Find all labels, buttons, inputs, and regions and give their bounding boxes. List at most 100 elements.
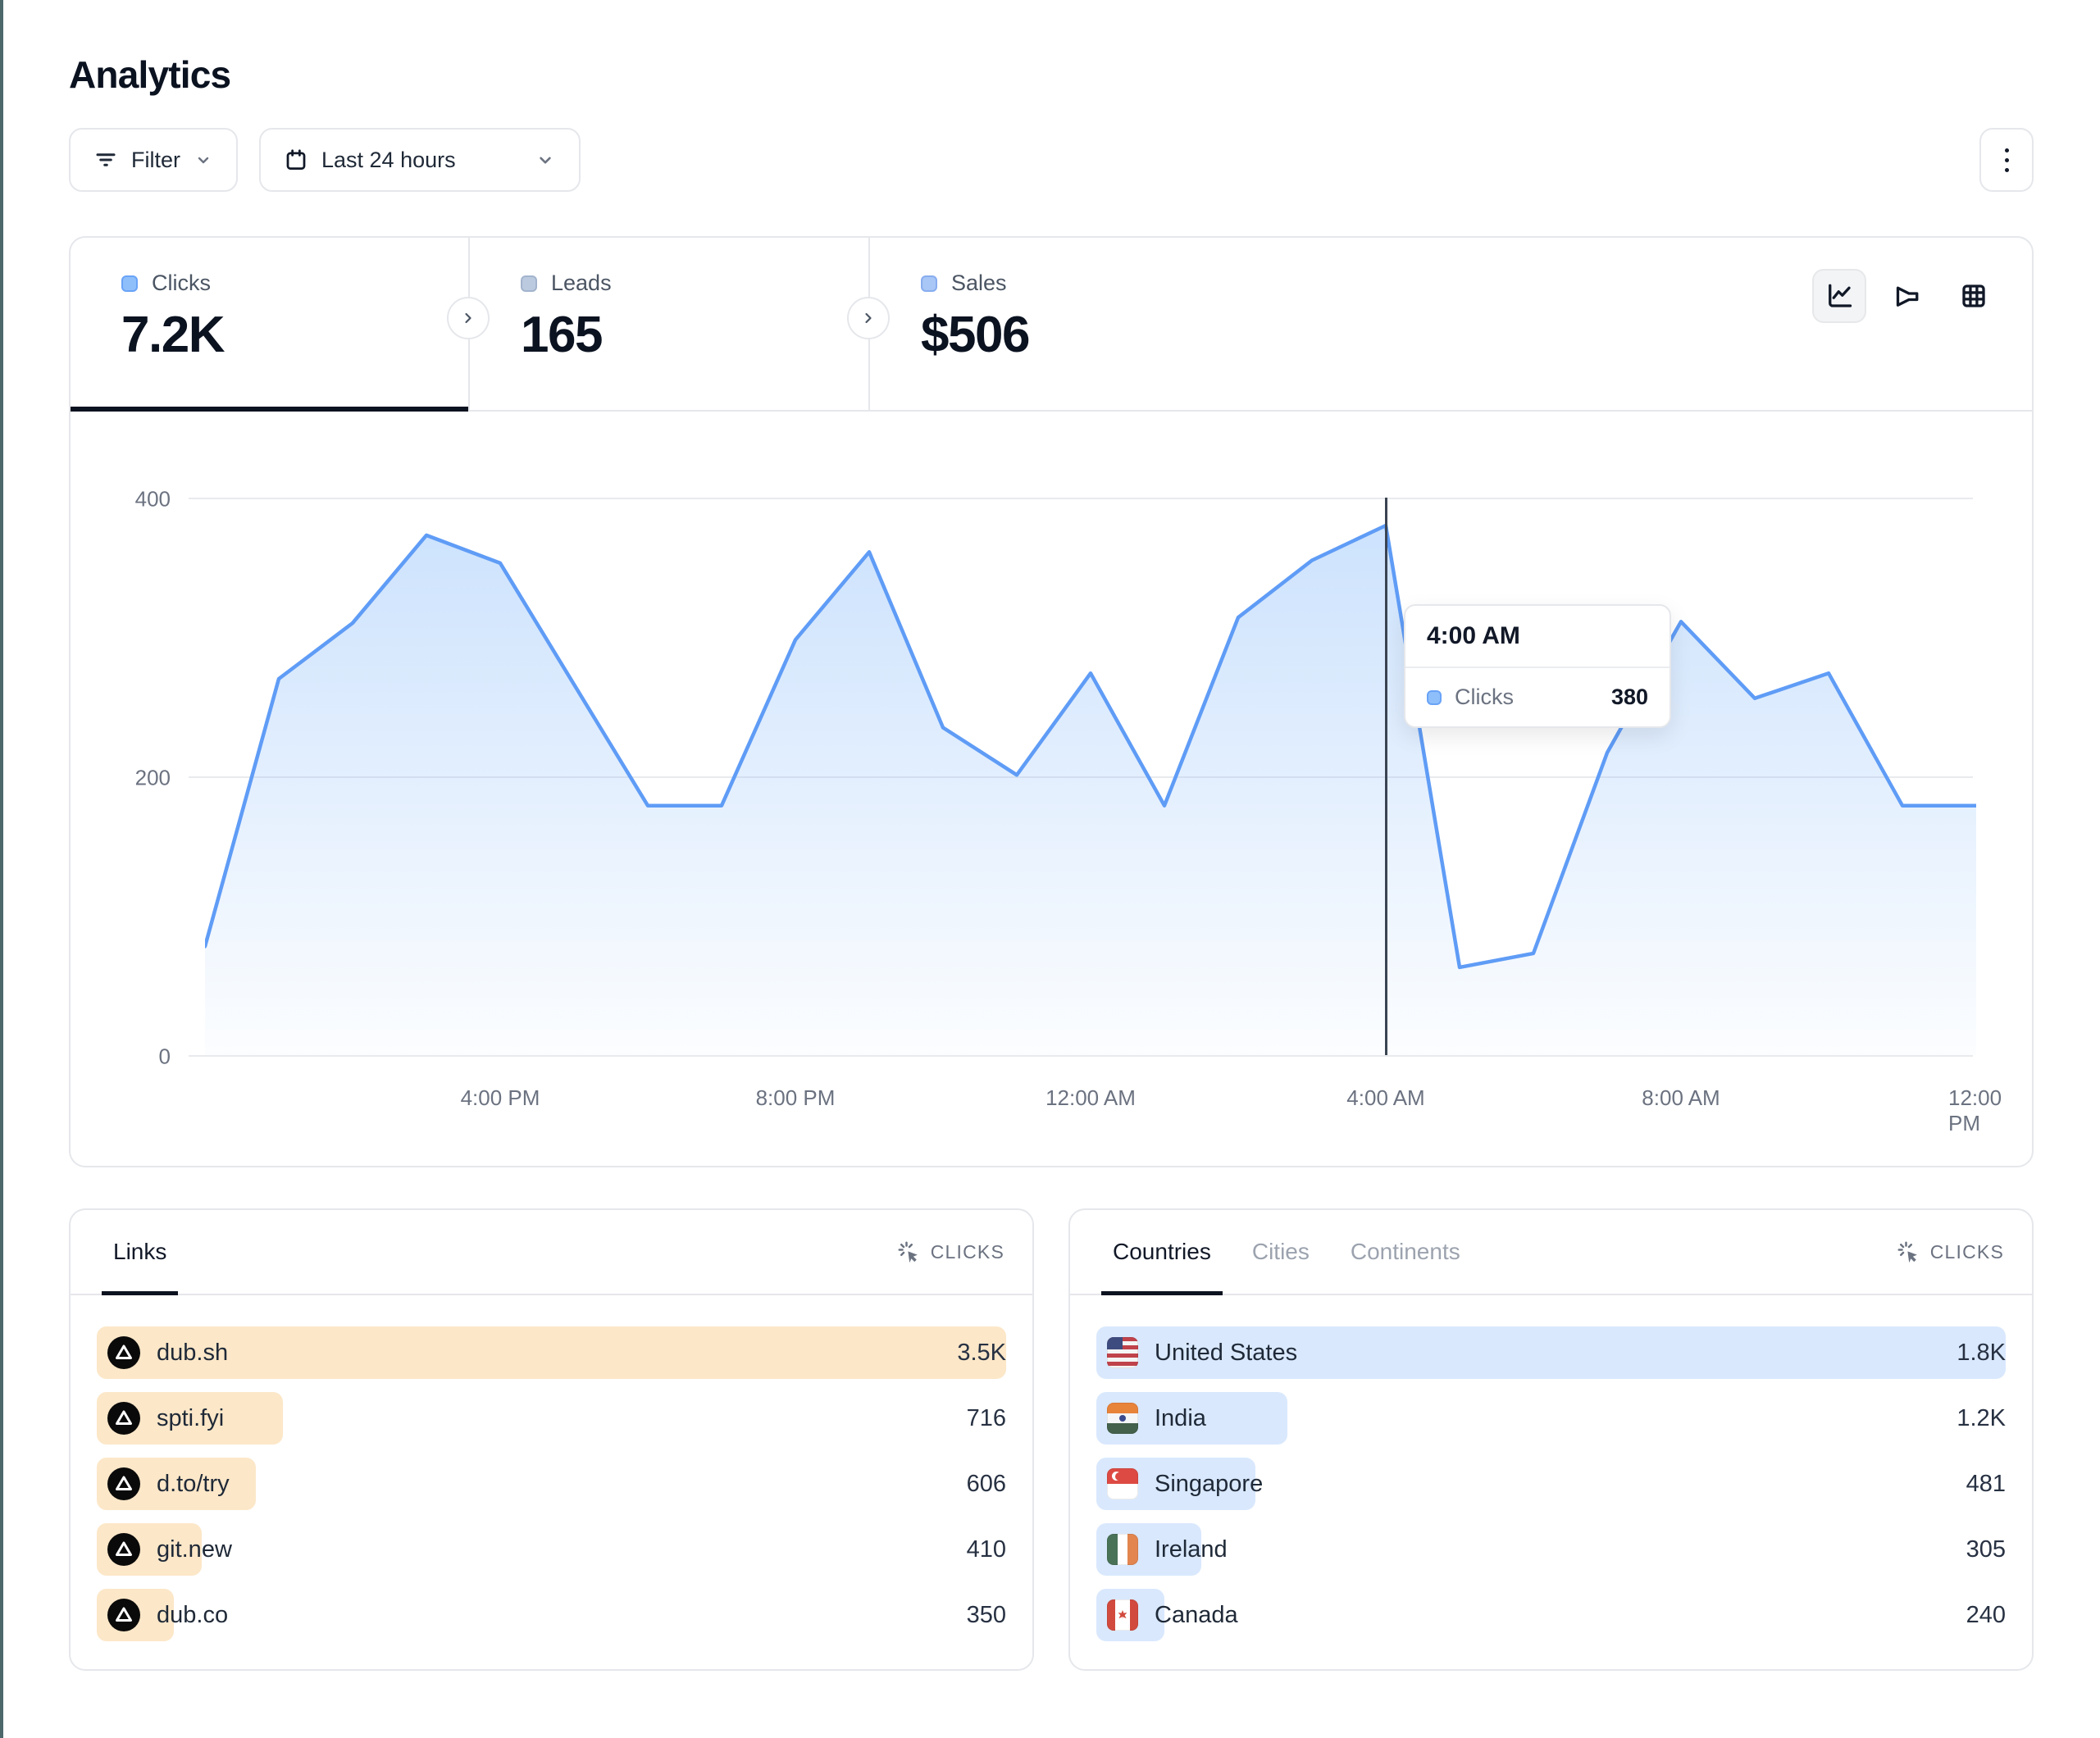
tab-clicks[interactable]: Clicks 7.2K — [71, 238, 468, 412]
leads-legend-square-icon — [521, 275, 537, 292]
breakdown-panels: Links CLICKS du — [69, 1208, 2034, 1671]
table-view-button[interactable] — [1947, 269, 2001, 323]
date-range-button[interactable]: Last 24 hours — [259, 128, 581, 192]
link-row[interactable]: d.to/try 606 — [97, 1458, 1006, 1510]
country-label: United States — [1155, 1339, 1298, 1366]
clicks-area-chart[interactable]: 400 200 0 4:00 AM Clicks — [71, 412, 2032, 1166]
x-tick-4am: 4:00 AM — [1346, 1085, 1425, 1110]
link-row[interactable]: dub.co 350 — [97, 1589, 1006, 1641]
cursor-click-icon — [896, 1240, 921, 1264]
countries-panel: Countries Cities Continents CLICKS — [1068, 1208, 2034, 1671]
links-panel-header: Links CLICKS — [71, 1210, 1032, 1295]
leads-tab-label: Leads — [551, 271, 612, 295]
kebab-menu-icon — [2004, 148, 2009, 172]
line-chart-icon — [1824, 281, 1854, 311]
country-row[interactable]: United States 1.8K — [1096, 1326, 2006, 1379]
grid-table-icon — [1959, 281, 1988, 311]
country-clicks-value: 1.8K — [1957, 1339, 2006, 1366]
analytics-page: Analytics Filter Last 24 — [69, 0, 2034, 1671]
chevron-right-icon — [460, 310, 476, 326]
expand-clicks-leads-button[interactable] — [447, 297, 490, 339]
sales-tab-label: Sales — [951, 271, 1007, 295]
tab-countries[interactable]: Countries — [1101, 1210, 1223, 1295]
chart-tooltip: 4:00 AM Clicks 380 — [1404, 604, 1671, 728]
link-clicks-value: 606 — [966, 1470, 1006, 1497]
link-label: git.new — [157, 1536, 232, 1563]
toolbar: Filter Last 24 hours — [69, 128, 2034, 192]
tab-leads[interactable]: Leads 165 — [468, 238, 868, 410]
country-label: India — [1155, 1404, 1206, 1431]
stats-tabs-row: Clicks 7.2K Leads 165 Sales $506 — [71, 238, 2032, 412]
clicks-value: 7.2K — [121, 307, 225, 363]
country-row[interactable]: Singapore 481 — [1096, 1458, 2006, 1510]
sales-value: $506 — [921, 307, 1030, 363]
link-row[interactable]: dub.sh 3.5K — [97, 1326, 1006, 1379]
clicks-tab-label: Clicks — [152, 271, 211, 295]
countries-metric-header[interactable]: CLICKS — [1896, 1240, 2004, 1264]
calendar-icon — [284, 148, 308, 172]
link-row[interactable]: git.new 410 — [97, 1523, 1006, 1576]
links-metric-label: CLICKS — [930, 1240, 1004, 1263]
link-label: spti.fyi — [157, 1404, 225, 1431]
flag-canada-icon — [1107, 1599, 1138, 1631]
dub-logo-icon — [107, 1402, 140, 1435]
x-tick-12am: 12:00 AM — [1045, 1085, 1136, 1110]
links-rows: dub.sh 3.5K spti.fyi 716 d.t — [71, 1295, 1032, 1641]
links-metric-header[interactable]: CLICKS — [896, 1240, 1004, 1264]
link-clicks-value: 410 — [966, 1536, 1006, 1563]
tooltip-clicks-legend-square-icon — [1427, 689, 1442, 705]
x-tick-8am: 8:00 AM — [1642, 1085, 1720, 1110]
y-tick-0: 0 — [158, 1044, 171, 1069]
countries-metric-label: CLICKS — [1929, 1240, 2004, 1263]
y-tick-400: 400 — [134, 486, 171, 512]
country-label: Singapore — [1155, 1470, 1264, 1497]
x-tick-4pm: 4:00 PM — [460, 1085, 540, 1110]
chevron-down-icon — [194, 150, 213, 170]
chevron-right-icon — [860, 310, 877, 326]
chart-view-switcher — [1812, 269, 2001, 323]
tab-links[interactable]: Links — [101, 1210, 179, 1295]
analytics-card: Clicks 7.2K Leads 165 Sales $506 — [69, 236, 2034, 1167]
link-clicks-value: 716 — [966, 1404, 1006, 1431]
line-chart-view-button[interactable] — [1812, 269, 1866, 323]
dub-logo-icon — [107, 1336, 140, 1369]
country-row[interactable]: Ireland 305 — [1096, 1523, 2006, 1576]
funnel-view-button[interactable] — [1879, 269, 1934, 323]
chart-crosshair — [1384, 498, 1387, 1055]
link-clicks-value: 350 — [966, 1601, 1006, 1628]
flag-india-icon — [1107, 1403, 1138, 1434]
leads-value: 165 — [521, 307, 603, 363]
country-bar — [1096, 1326, 2006, 1379]
country-row[interactable]: India 1.2K — [1096, 1392, 2006, 1445]
clicks-legend-square-icon — [121, 275, 138, 292]
cursor-click-icon — [1896, 1240, 1920, 1264]
filter-button[interactable]: Filter — [69, 128, 238, 192]
flag-ireland-icon — [1107, 1534, 1138, 1565]
x-tick-8pm: 8:00 PM — [755, 1085, 836, 1110]
more-options-button[interactable] — [1979, 128, 2034, 192]
gridline-0 — [189, 1055, 1973, 1057]
expand-leads-sales-button[interactable] — [847, 297, 890, 339]
link-row[interactable]: spti.fyi 716 — [97, 1392, 1006, 1445]
country-clicks-value: 305 — [1966, 1536, 2006, 1563]
tab-sales[interactable]: Sales $506 — [868, 238, 2032, 410]
dub-logo-icon — [107, 1533, 140, 1566]
tooltip-value: 380 — [1610, 685, 1648, 709]
link-clicks-value: 3.5K — [957, 1339, 1006, 1366]
link-label: dub.co — [157, 1601, 229, 1628]
country-row[interactable]: Canada 240 — [1096, 1589, 2006, 1641]
countries-panel-header: Countries Cities Continents CLICKS — [1070, 1210, 2032, 1295]
page-title: Analytics — [69, 53, 231, 96]
dub-logo-icon — [107, 1467, 140, 1500]
country-clicks-value: 240 — [1966, 1601, 2006, 1628]
links-panel: Links CLICKS du — [69, 1208, 1034, 1671]
funnel-icon — [1892, 281, 1921, 311]
tab-continents[interactable]: Continents — [1350, 1239, 1460, 1264]
sales-legend-square-icon — [921, 275, 937, 292]
tab-cities[interactable]: Cities — [1251, 1239, 1310, 1264]
country-label: Canada — [1155, 1601, 1238, 1628]
x-tick-12pm: 12:00 PM — [1948, 1085, 2002, 1135]
area-series-clicks — [205, 523, 1976, 1055]
dub-logo-icon — [107, 1599, 140, 1631]
country-label: Ireland — [1155, 1536, 1228, 1563]
